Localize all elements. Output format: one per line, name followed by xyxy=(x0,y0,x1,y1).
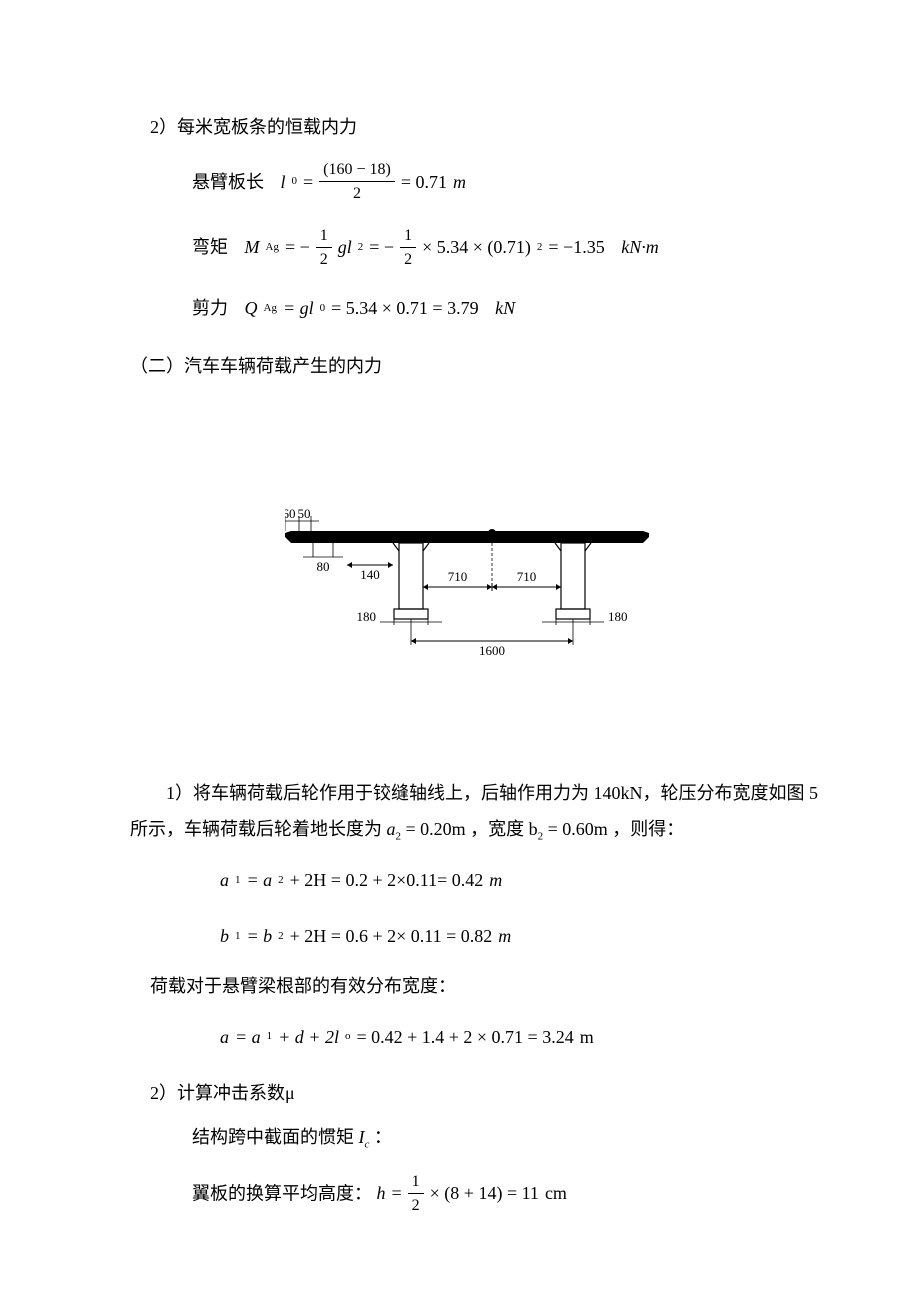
shear-unit: kN xyxy=(495,291,515,325)
moment-var: M xyxy=(245,230,260,264)
eff-label: 荷载对于悬臂梁根部的有效分布宽度： xyxy=(150,969,820,1003)
a1-row: a1 = a2 + 2H = 0.2 + 2×0.11= 0.42 m xyxy=(220,857,820,903)
shear-calc: = 5.34 × 0.71 = 3.79 xyxy=(331,291,478,325)
l0-label: 悬臂板长 xyxy=(192,165,264,199)
heading-1: 2）每米宽板条的恒载内力 xyxy=(150,110,820,144)
h-row: 翼板的换算平均高度： h = 1 2 × (8 + 14) = 11 cm xyxy=(192,1166,820,1221)
shear-var: Q xyxy=(245,291,258,325)
b1-row: b1 = b2 + 2H = 0.6 + 2× 0.11 = 0.82 m xyxy=(220,913,820,959)
section2-title: （二）汽车车辆荷载产生的内力 xyxy=(130,349,820,383)
moment-sub: Ag xyxy=(266,237,279,258)
l0-frac: (160 − 18) 2 xyxy=(319,160,395,203)
shear-sub: Ag xyxy=(264,298,277,319)
section3-para1: 1）将车辆荷载后轮作用于铰缝轴线上，后轴作用力为 140kN，轮压分布宽度如图 … xyxy=(130,775,820,848)
svg-text:710: 710 xyxy=(517,569,537,584)
svg-text:710: 710 xyxy=(448,569,468,584)
svg-text:180: 180 xyxy=(608,609,628,624)
moment-row: 弯矩 MAg = − 1 2 gl2 = − 1 2 × 5.34 × (0.7… xyxy=(192,220,820,275)
moment-frac2: 1 2 xyxy=(400,226,416,269)
svg-text:50: 50 xyxy=(298,506,311,521)
svg-text:180: 180 xyxy=(357,609,377,624)
l0-var: l xyxy=(281,165,286,199)
l0-result: = 0.71 xyxy=(401,165,447,199)
l0-unit: m xyxy=(453,165,466,199)
moment-frac1: 1 2 xyxy=(316,226,332,269)
moment-unit: kN·m xyxy=(621,230,659,264)
svg-text:1600: 1600 xyxy=(479,643,505,658)
moment-label: 弯矩 xyxy=(192,230,228,264)
l0-sub: 0 xyxy=(292,171,298,192)
cross-section-diagram: 6050 80 140 710 710 180 180 1600 xyxy=(285,503,665,673)
h-frac: 1 2 xyxy=(408,1172,424,1215)
ic-row: 结构跨中截面的惯矩 Ic ： xyxy=(192,1120,820,1155)
shear-row: 剪力 QAg = gl0 = 5.34 × 0.71 = 3.79 kN xyxy=(192,285,820,331)
a-row: a = a1 + d + 2lo = 0.42 + 1.4 + 2 × 0.71… xyxy=(220,1014,820,1060)
heading-2: 2）计算冲击系数μ xyxy=(150,1076,820,1110)
svg-text:140: 140 xyxy=(360,567,380,582)
shear-label: 剪力 xyxy=(192,291,228,325)
svg-text:60: 60 xyxy=(285,506,296,521)
figure-5: 6050 80 140 710 710 180 180 1600 xyxy=(130,503,820,684)
l0-row: 悬臂板长 l0 = (160 − 18) 2 = 0.71 m xyxy=(192,154,820,209)
moment-result: = −1.35 xyxy=(548,230,604,264)
svg-text:80: 80 xyxy=(317,559,330,574)
